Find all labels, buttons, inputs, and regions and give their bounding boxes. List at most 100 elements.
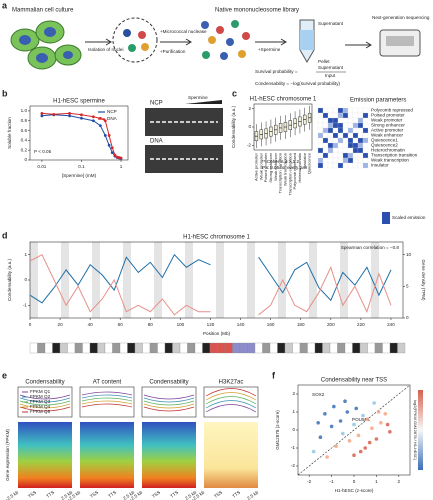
annotation: ** Cohen's d > 1.2	[262, 159, 299, 164]
band	[59, 342, 68, 354]
heatmap-cell	[332, 112, 339, 119]
heatmap-cell	[337, 162, 344, 169]
point	[323, 412, 327, 416]
label: Spermine	[188, 95, 208, 100]
heatmap-cell	[322, 107, 329, 114]
point	[358, 449, 363, 454]
category-label: Transcription elongation	[287, 153, 292, 196]
band	[322, 342, 331, 354]
band-shade	[216, 242, 224, 318]
heatmap-cell	[337, 127, 344, 134]
heatmap-cell	[347, 162, 354, 169]
heatmap-cell	[317, 132, 324, 139]
cells-illustration	[10, 17, 421, 70]
point	[363, 446, 368, 450]
heatmap-cell	[352, 112, 359, 119]
label: +Micrococcal nuclease	[160, 29, 207, 34]
point	[372, 401, 376, 405]
legend-label: FPKM Q4	[30, 404, 51, 409]
heatmap-cell	[342, 147, 349, 154]
heatmap-title: AT content	[93, 380, 122, 386]
label: Mammalian cell culture	[12, 8, 74, 14]
heatmap-cell	[327, 162, 334, 169]
y-tick-label: 0.4	[21, 138, 28, 143]
y-tick-label: 0	[24, 157, 27, 162]
gel-images	[145, 100, 223, 173]
category-label: Weak transcription	[282, 153, 287, 186]
point	[356, 433, 361, 438]
band	[149, 342, 158, 354]
x-tick-label: 200	[327, 322, 335, 327]
heatmap-cell	[327, 117, 334, 124]
band	[397, 342, 406, 354]
heatmap-title: Condensability	[149, 380, 188, 386]
formula: Survival probability =	[255, 69, 298, 74]
y-tick-label: -1	[23, 303, 28, 308]
y-tick-label: -2	[291, 463, 296, 468]
band	[97, 342, 106, 354]
x-tick-label: −2.5 kb	[190, 489, 206, 500]
point	[361, 413, 365, 418]
heatmap-cell	[342, 122, 349, 129]
x-tick-label: −2.5 kb	[4, 489, 20, 500]
legend-label: NCP	[107, 109, 117, 114]
x-tick-label: 220	[357, 322, 365, 327]
heatmap-cell	[322, 112, 329, 119]
band-shade	[371, 242, 379, 318]
point	[374, 437, 379, 441]
point	[334, 444, 338, 449]
point	[388, 430, 392, 434]
heatmap-cell	[332, 107, 339, 114]
point	[316, 421, 320, 425]
profile-frame	[141, 386, 197, 418]
x-tick-label: −2.5 kb	[128, 489, 144, 500]
heatmap-cell	[332, 162, 339, 169]
band	[374, 342, 383, 354]
heatmap-cell	[327, 122, 334, 129]
heatmap-cell	[357, 137, 364, 144]
band	[337, 342, 346, 354]
point	[383, 412, 388, 416]
y-tick-label: 1.0	[21, 108, 28, 113]
heatmap-cell	[362, 147, 369, 154]
heatmap-cell	[357, 127, 364, 134]
heatmap-cell	[332, 122, 339, 129]
heatmap-cell	[347, 132, 354, 139]
profile-line	[205, 396, 257, 405]
band	[239, 342, 248, 354]
plot-frame	[253, 103, 313, 151]
chart-title: H1-hESC chromosome 1	[250, 97, 317, 103]
profile-frame	[203, 386, 259, 418]
heatmap-cell	[342, 142, 349, 149]
heatmap-cell	[342, 117, 349, 124]
band	[104, 342, 113, 354]
chart-title: Condensability near TSS	[321, 378, 387, 384]
heatmap-cell	[342, 152, 349, 159]
band	[119, 342, 128, 354]
legend-label: FPKM Q3	[30, 399, 51, 404]
category-label: Weak promoter	[258, 152, 263, 180]
panel-label: f	[272, 370, 276, 380]
heatmap-cell	[337, 142, 344, 149]
category-label: Quiescence	[307, 152, 312, 174]
heatmap-title: Condensability	[25, 380, 64, 386]
profile-frame	[17, 386, 73, 418]
band	[157, 342, 166, 354]
colorbar-label: Scaled emission	[392, 215, 426, 220]
point	[311, 449, 316, 454]
heatmap-cell	[317, 157, 324, 164]
heatmap-cell	[322, 137, 329, 144]
profile-line	[205, 392, 257, 401]
heatmap-cell	[362, 137, 369, 144]
chart-title: H1-hESC spermine	[53, 99, 105, 105]
heatmap-cell	[357, 117, 364, 124]
heatmap-cell	[362, 162, 369, 169]
legend-label: DNA	[107, 116, 118, 121]
profile-line	[19, 406, 71, 412]
x-tick-label: 100	[177, 322, 185, 327]
profile-line	[81, 403, 133, 408]
heatmap-cell	[317, 142, 324, 149]
heatmap-cell	[352, 157, 359, 164]
band	[142, 342, 151, 354]
y-tick-label: 0	[248, 124, 251, 129]
